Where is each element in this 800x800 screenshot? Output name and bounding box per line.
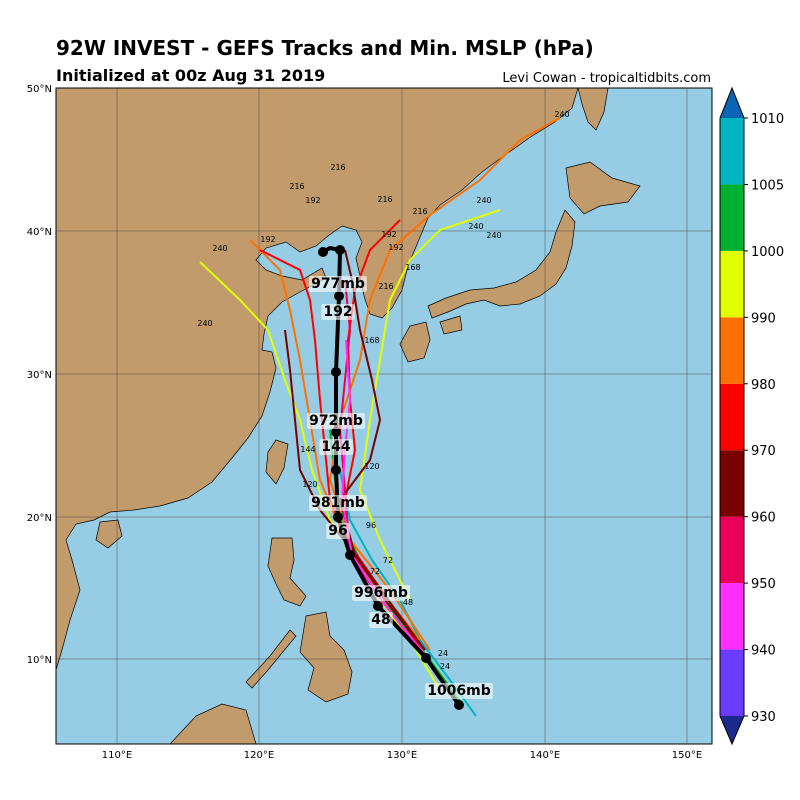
lat-label: 10°N bbox=[27, 655, 52, 666]
lat-label: 20°N bbox=[27, 513, 52, 524]
hour-label: 144 bbox=[300, 445, 315, 454]
colorbar-tick-label: 940 bbox=[751, 644, 776, 659]
hour-label: 216 bbox=[289, 182, 304, 191]
colorbar-tick-label: 1005 bbox=[751, 178, 784, 193]
colorbar-segment bbox=[720, 516, 744, 584]
lon-label: 130°E bbox=[387, 750, 417, 761]
map: 977mb192972mb144981mb96996mb481006mb2402… bbox=[56, 88, 712, 744]
colorbar-tick-label: 950 bbox=[751, 577, 776, 592]
lat-label: 50°N bbox=[27, 84, 52, 95]
credit: Levi Cowan - tropicaltidbits.com bbox=[502, 71, 711, 86]
hour-label: 240 bbox=[197, 319, 212, 328]
hour-label: 120 bbox=[364, 462, 379, 471]
hour-label: 72 bbox=[370, 567, 380, 576]
colorbar-segment bbox=[720, 184, 744, 251]
lon-label: 150°E bbox=[672, 750, 702, 761]
mean-label: 192 bbox=[323, 304, 352, 320]
colorbar-tick-label: 1000 bbox=[751, 245, 784, 260]
colorbar-tick-label: 960 bbox=[751, 511, 776, 526]
colorbar-tick-label: 930 bbox=[751, 710, 776, 725]
colorbar-tick-label: 1010 bbox=[751, 112, 784, 127]
colorbar-tick-label: 980 bbox=[751, 378, 776, 393]
mean-label: 996mb bbox=[354, 585, 408, 601]
hour-label: 192 bbox=[388, 243, 403, 252]
hour-label: 240 bbox=[468, 222, 483, 231]
lon-label: 140°E bbox=[530, 750, 560, 761]
hour-label: 72 bbox=[383, 556, 393, 565]
label-box bbox=[309, 276, 367, 292]
title: 92W INVEST - GEFS Tracks and Min. MSLP (… bbox=[56, 36, 594, 60]
colorbar-segment bbox=[720, 383, 744, 451]
colorbar-segment bbox=[720, 317, 744, 384]
hour-label: 168 bbox=[405, 263, 420, 272]
subtitle: Initialized at 00z Aug 31 2019 bbox=[56, 66, 325, 85]
lat-label: 40°N bbox=[27, 227, 52, 238]
hour-label: 216 bbox=[412, 207, 427, 216]
hour-label: 216 bbox=[330, 163, 345, 172]
hour-label: 48 bbox=[403, 598, 413, 607]
land bbox=[56, 88, 641, 744]
label-box bbox=[307, 413, 365, 429]
mean-label: 48 bbox=[371, 612, 390, 628]
colorbar-segment bbox=[720, 118, 744, 185]
hour-label: 24 bbox=[440, 662, 450, 671]
hour-label: 96 bbox=[366, 521, 376, 530]
colorbar-segment bbox=[720, 250, 744, 318]
hour-label: 240 bbox=[212, 244, 227, 253]
lon-label: 110°E bbox=[102, 750, 132, 761]
colorbar-tick-label: 970 bbox=[751, 444, 776, 459]
mean-label: 144 bbox=[321, 439, 350, 455]
hour-label: 240 bbox=[476, 196, 491, 205]
hour-label: 192 bbox=[260, 235, 275, 244]
mean-label: 977mb bbox=[311, 276, 365, 292]
label-box bbox=[369, 612, 393, 628]
mean-label: 972mb bbox=[309, 413, 363, 429]
mean-label: 981mb bbox=[311, 495, 365, 511]
colorbar-extend-low bbox=[720, 716, 744, 744]
label-box bbox=[352, 585, 410, 601]
mean-label: 1006mb bbox=[427, 683, 491, 699]
colorbar-tick-label: 990 bbox=[751, 311, 776, 326]
hour-label: 216 bbox=[378, 282, 393, 291]
lat-label: 30°N bbox=[27, 370, 52, 381]
hour-label: 216 bbox=[377, 195, 392, 204]
colorbar-segment bbox=[720, 450, 744, 517]
hour-label: 192 bbox=[305, 196, 320, 205]
graticule bbox=[56, 88, 712, 744]
colorbar-segment bbox=[720, 583, 744, 650]
label-box bbox=[425, 683, 493, 699]
label-box bbox=[319, 439, 353, 455]
label-box bbox=[309, 495, 367, 511]
colorbar: 930 940 950 960 970 980 990 1000 1005 1010 bbox=[719, 86, 784, 746]
hour-label: 168 bbox=[364, 336, 379, 345]
hour-label: 120 bbox=[302, 480, 317, 489]
hour-label: 192 bbox=[381, 230, 396, 239]
hour-label: 240 bbox=[554, 110, 569, 119]
colorbar-segment bbox=[720, 649, 744, 716]
label-box bbox=[321, 304, 355, 320]
colorbar-extend-high bbox=[720, 88, 744, 118]
hour-label: 240 bbox=[486, 231, 501, 240]
lon-label: 120°E bbox=[244, 750, 274, 761]
hour-label: 24 bbox=[438, 649, 448, 658]
map-frame bbox=[55, 87, 713, 745]
mean-label: 96 bbox=[328, 523, 347, 539]
label-box bbox=[326, 523, 350, 539]
